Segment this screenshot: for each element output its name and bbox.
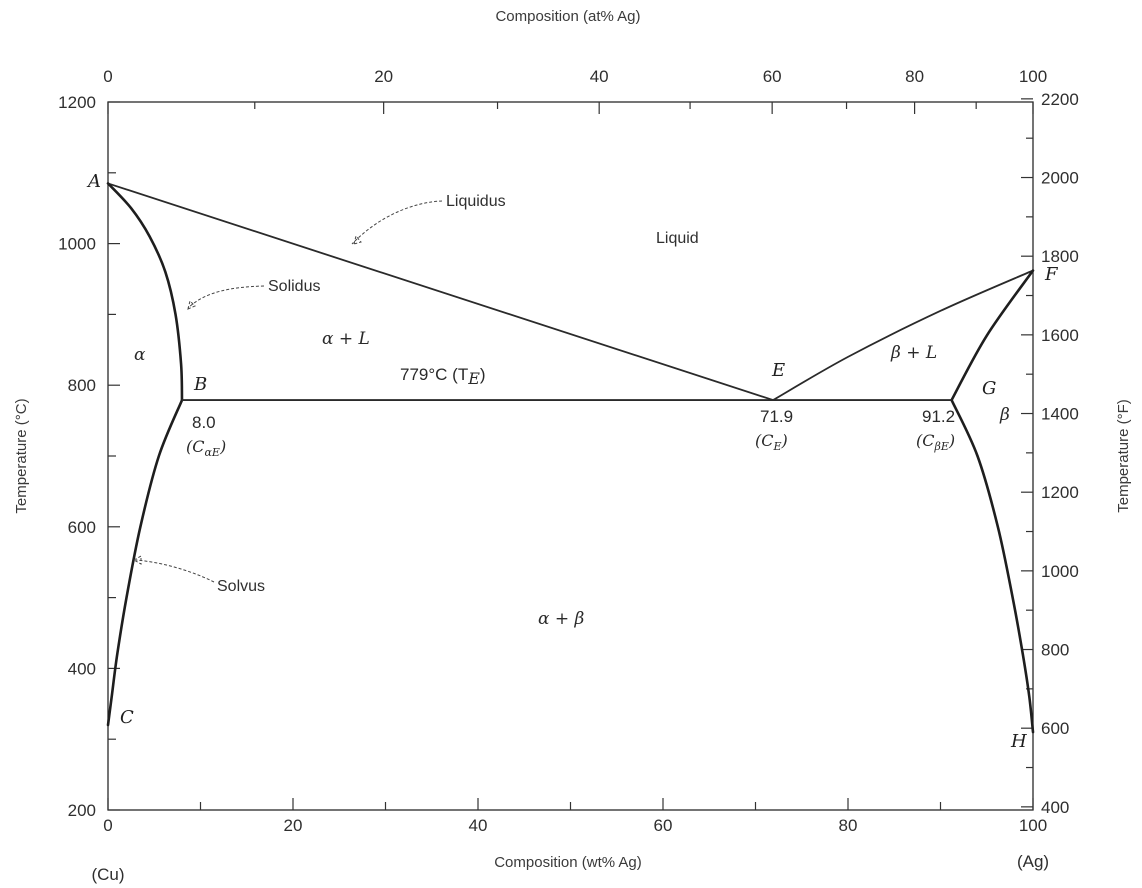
top-tick-label: 80 [905,67,924,86]
region-beta: β [999,405,1010,425]
region-alpha-beta: α + β [538,609,585,629]
composition-e-value: 71.9 [760,407,793,426]
bottom-tick-label: 20 [284,816,303,835]
right-tick-label: 1000 [1041,562,1079,581]
point-label-f: F [1044,264,1059,285]
solidus-label: Solidus [268,278,320,295]
point-label-a: A [86,171,101,192]
left-tick-label: 1200 [58,93,96,112]
solidus-curve-3 [950,269,1035,402]
region-beta-liquid: β + L [890,343,937,363]
bottom-tick-label: 80 [839,816,858,835]
liquidus-leader [351,200,443,245]
region-alpha-liquid: α + L [322,329,370,349]
solidus-leader [187,285,265,309]
right-tick-label: 800 [1041,641,1069,660]
point-label-e: E [771,360,785,381]
point-label-b: B [193,374,207,395]
solvus-arrow-icon [132,555,142,565]
solvus-curve-5 [950,398,1035,734]
right-tick-label: 400 [1041,798,1069,817]
silver-end-label: (Ag) [1017,852,1049,871]
right-tick-label: 2200 [1041,90,1079,109]
left-tick-label: 600 [68,518,96,537]
top-axis-title: Composition (at% Ag) [495,8,640,25]
right-axis-title: Temperature (°F) [1115,399,1132,513]
liquidus-curve-1 [772,269,1034,401]
left-tick-label: 400 [68,659,96,678]
bottom-tick-label: 60 [654,816,673,835]
phase-boundaries [106,182,1035,734]
point-label-c: C [120,707,134,728]
top-tick-label: 100 [1019,67,1047,86]
point-label-h: H [1010,731,1027,752]
point-label-g: G [982,378,996,399]
right-tick-label: 600 [1041,719,1069,738]
left-tick-label: 200 [68,801,96,820]
top-tick-label: 0 [103,67,112,86]
composition-alpha-e-value: 8.0 [192,413,216,432]
bottom-tick-label: 100 [1019,816,1047,835]
composition-alpha-e-symbol: (CαE) [186,437,226,459]
solidus-arrow-icon [187,300,196,310]
right-tick-label: 1800 [1041,247,1079,266]
top-tick-label: 20 [374,67,393,86]
composition-beta-e-symbol: (CβE) [916,431,955,453]
solvus-label: Solvus [217,578,265,595]
liquidus-curve-0 [107,182,774,401]
right-tick-label: 1200 [1041,483,1079,502]
bottom-axis-title: Composition (wt% Ag) [494,854,642,871]
region-alpha: α [134,345,146,365]
liquidus-arrow-icon [353,234,362,245]
copper-end-label: (Cu) [91,865,124,884]
composition-beta-e-value: 91.2 [922,407,955,426]
right-tick-label: 1600 [1041,326,1079,345]
region-liquid: Liquid [656,230,699,247]
plot-frame [107,101,1034,811]
top-tick-label: 60 [763,67,782,86]
left-tick-label: 1000 [58,235,96,254]
liquidus-label: Liquidus [446,193,506,210]
left-axis-title: Temperature (°C) [13,398,30,513]
composition-e-symbol: (CE) [755,431,788,453]
bottom-tick-label: 40 [469,816,488,835]
solvus-leader [135,559,215,583]
axis-tick-labels: 0 20 40 60 80 1000 20 40 60 80 1002004006008001000… [58,67,1079,835]
right-tick-label: 2000 [1041,169,1079,188]
bottom-tick-label: 0 [103,816,112,835]
top-tick-label: 40 [590,67,609,86]
solidus-curve-2 [106,182,184,402]
axis-ticks [107,98,1034,811]
right-tick-label: 1400 [1041,405,1079,424]
solvus-curve-4 [106,398,184,727]
left-tick-label: 800 [68,376,96,395]
eutectic-temperature-label: 779°C (TE) [400,365,486,388]
